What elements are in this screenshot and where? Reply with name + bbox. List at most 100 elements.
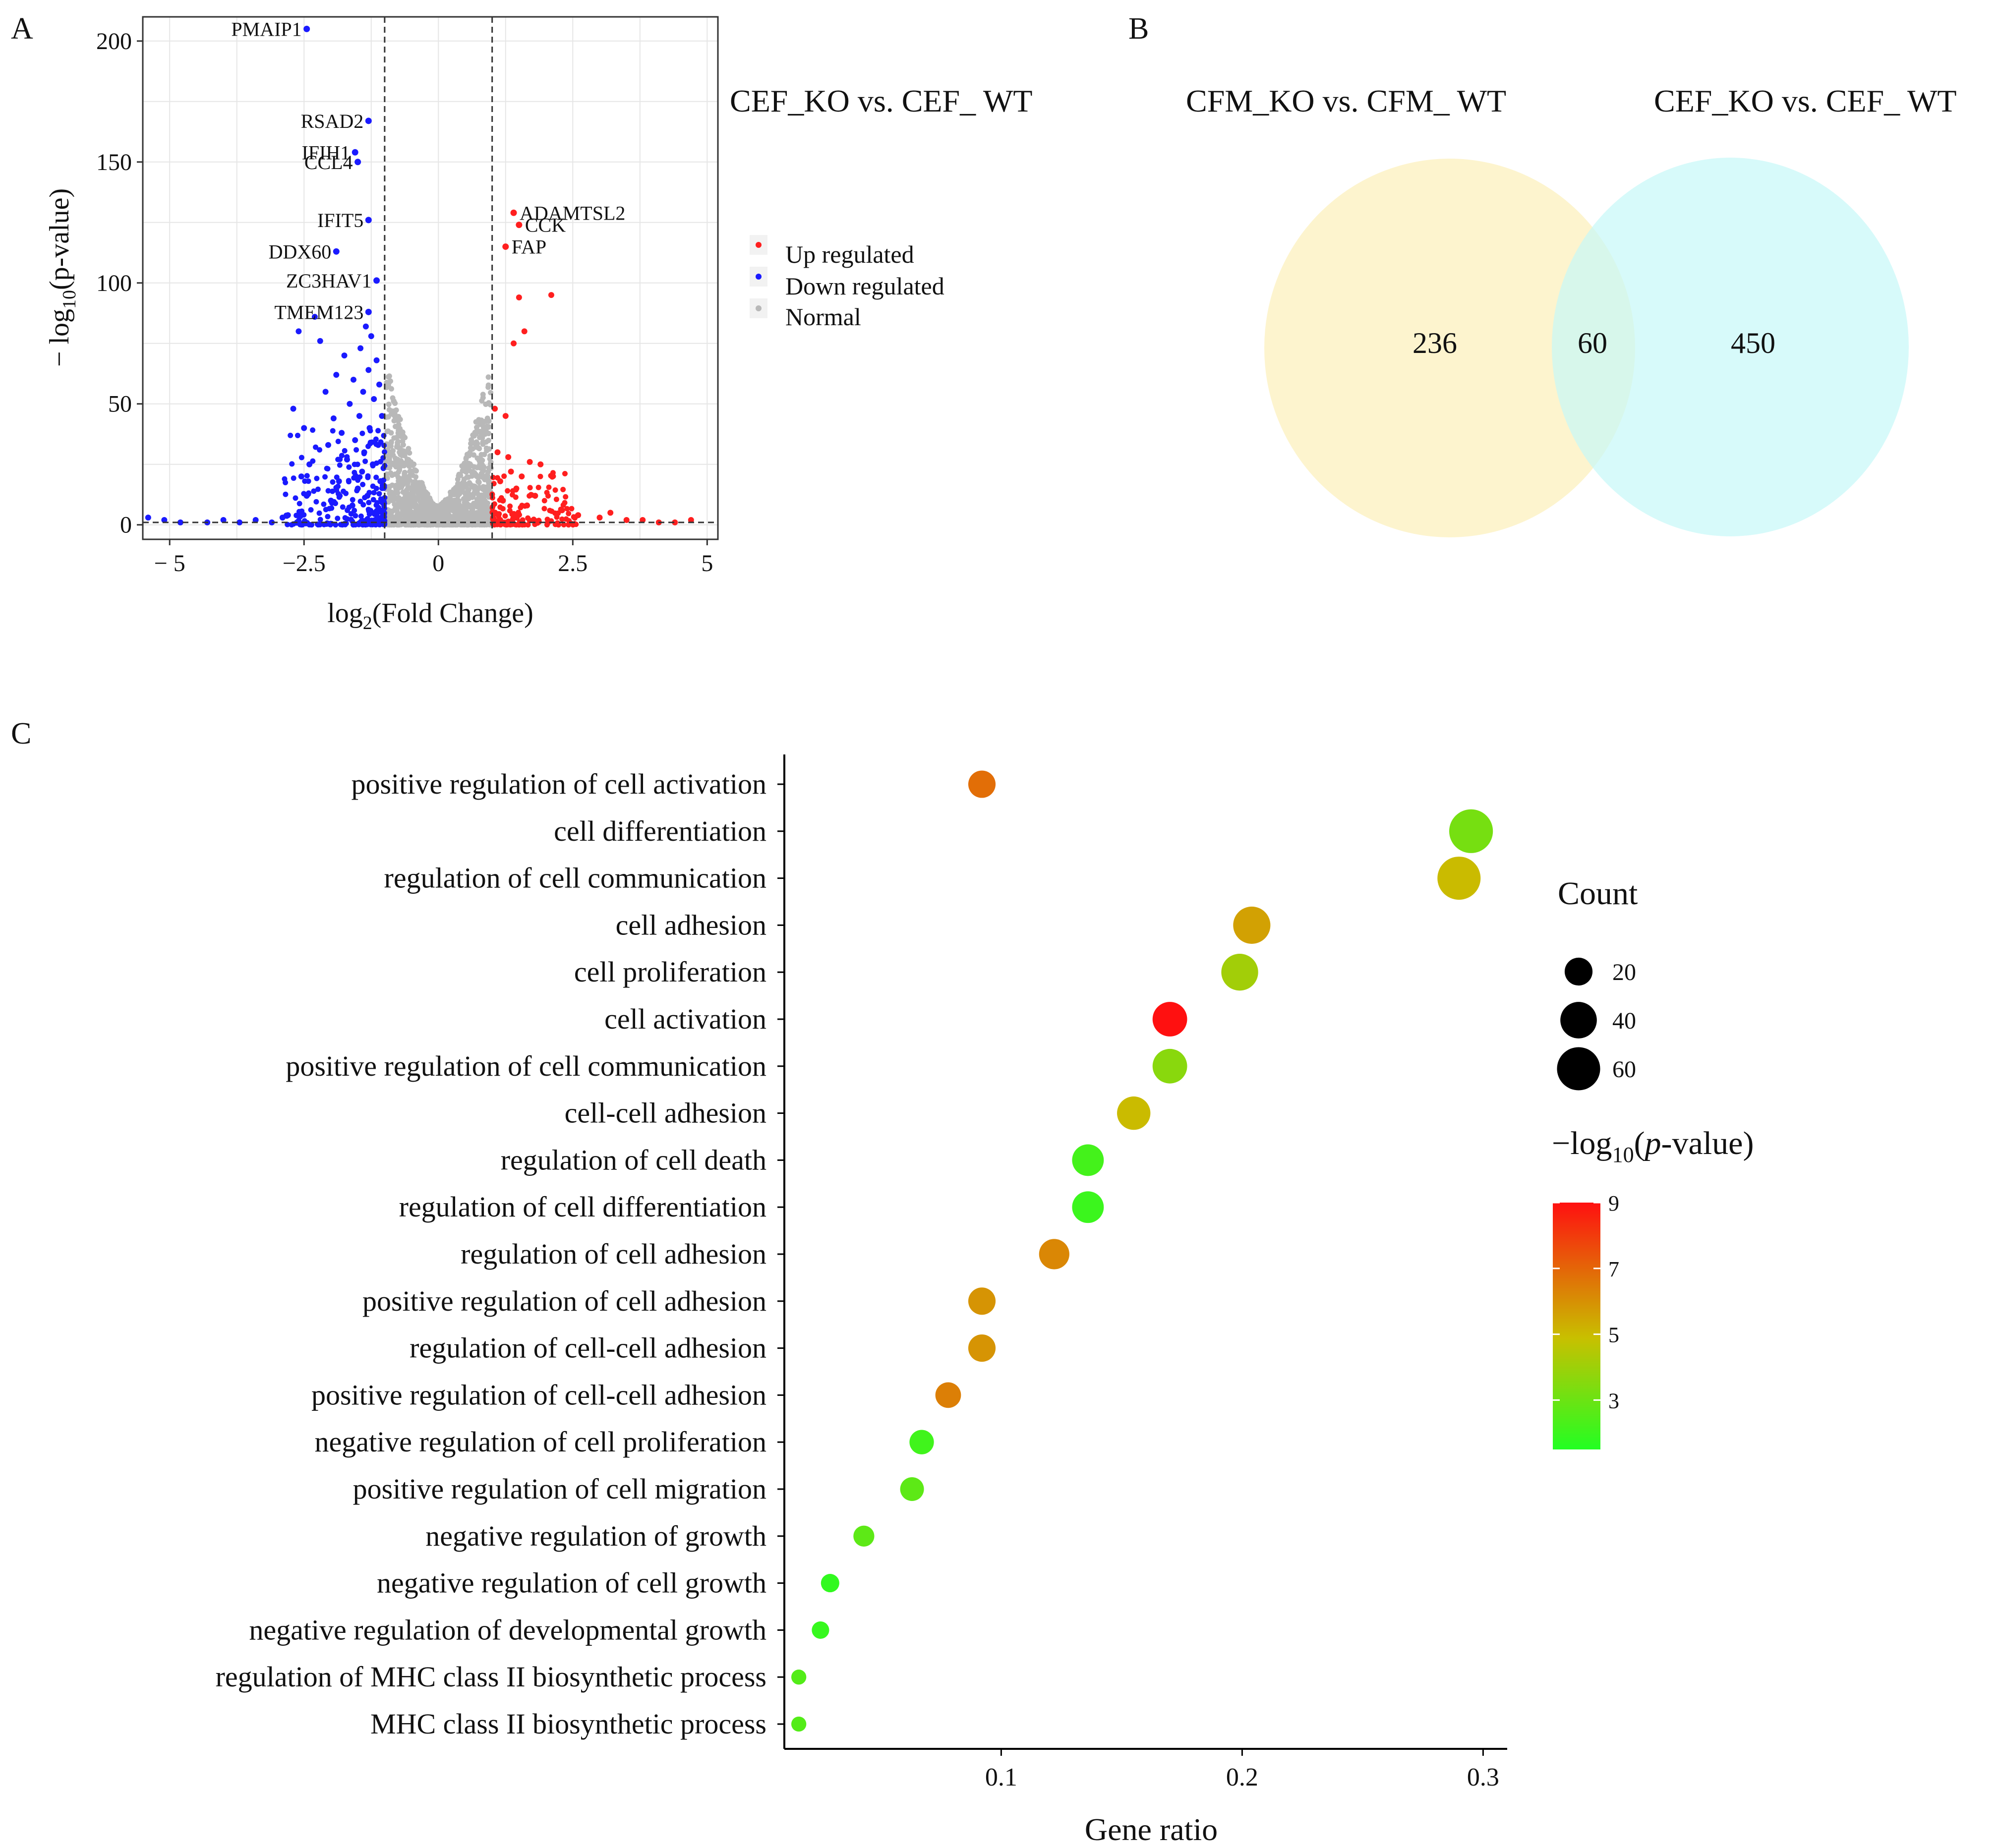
down-regulated-point	[339, 430, 345, 436]
normal-point	[391, 462, 397, 468]
up-regulated-point	[566, 522, 572, 528]
normal-point	[384, 428, 390, 434]
normal-point	[407, 468, 413, 474]
down-regulated-point	[311, 488, 317, 494]
normal-point	[395, 474, 401, 480]
panel-label-c: C	[11, 717, 31, 751]
go-x-tick-label: 0.1	[985, 1763, 1017, 1791]
gene-label: DDX60	[269, 240, 332, 263]
venn-overlap-count: 60	[1578, 327, 1607, 359]
normal-point	[482, 498, 488, 504]
normal-point	[435, 520, 441, 526]
size-legend-circle	[1560, 1002, 1597, 1039]
go-term-label: cell differentiation	[554, 815, 766, 847]
size-legend-label: 60	[1612, 1056, 1636, 1083]
labeled-point	[352, 149, 358, 156]
down-regulated-point	[293, 495, 298, 501]
normal-point	[427, 497, 433, 503]
down-regulated-point	[353, 447, 359, 453]
down-regulated-point	[348, 511, 354, 517]
down-regulated-point	[305, 478, 311, 484]
normal-point	[471, 452, 477, 458]
up-regulated-point	[554, 514, 560, 520]
up-regulated-point	[490, 474, 496, 480]
normal-point	[462, 514, 468, 520]
down-regulated-point	[325, 514, 331, 520]
gene-label: RSAD2	[301, 110, 364, 132]
color-tick-label: 5	[1608, 1323, 1619, 1347]
up-regulated-point	[511, 340, 517, 346]
down-regulated-point	[289, 461, 295, 467]
down-regulated-point	[317, 517, 323, 522]
down-regulated-point	[370, 497, 376, 503]
up-regulated-point	[575, 512, 582, 519]
up-regulated-point	[544, 490, 550, 496]
down-regulated-point	[315, 486, 321, 492]
down-regulated-point	[373, 436, 379, 442]
normal-point	[417, 507, 423, 513]
gene-label: IFIH1	[301, 141, 350, 164]
normal-point	[400, 438, 406, 444]
down-regulated-point	[341, 488, 347, 494]
go-bubble	[791, 1670, 807, 1685]
normal-point	[482, 476, 488, 482]
normal-point	[396, 416, 402, 422]
down-regulated-point	[370, 461, 376, 467]
down-regulated-point	[340, 504, 346, 510]
panel-label-b: B	[1128, 12, 1149, 46]
normal-point	[468, 481, 473, 487]
normal-point	[474, 474, 480, 480]
down-regulated-point	[372, 519, 378, 524]
y-tick-label: 150	[96, 149, 132, 175]
legend-normal-dot	[756, 305, 762, 311]
normal-point	[426, 509, 432, 515]
up-regulated-point	[688, 517, 694, 523]
normal-point	[470, 446, 475, 452]
go-term-label: regulation of MHC class II biosynthetic …	[216, 1661, 766, 1693]
go-bubble	[1072, 1191, 1104, 1223]
normal-point	[422, 501, 428, 507]
gene-label: IFIT5	[317, 209, 363, 231]
labeled-point	[510, 209, 517, 216]
go-term-label: regulation of cell communication	[384, 862, 766, 894]
down-regulated-point	[314, 475, 320, 481]
down-regulated-point	[368, 333, 374, 340]
down-regulated-point	[361, 449, 367, 456]
up-regulated-point	[607, 510, 614, 516]
up-regulated-point	[511, 512, 517, 518]
go-y-ticks	[777, 783, 784, 1725]
down-regulated-point	[301, 425, 307, 431]
normal-point	[459, 506, 465, 512]
y-tick-label: 200	[96, 28, 132, 55]
normal-point	[459, 484, 465, 490]
venn-right-only-count: 450	[1731, 327, 1775, 359]
normal-point	[425, 516, 431, 522]
normal-point	[388, 408, 394, 414]
normal-point	[485, 374, 491, 380]
down-regulated-point	[365, 473, 371, 479]
legend-label-down: Down regulated	[785, 272, 944, 300]
down-regulated-point	[298, 455, 304, 461]
normal-point	[452, 505, 458, 511]
normal-point	[452, 497, 458, 503]
down-regulated-point	[378, 459, 384, 464]
normal-point	[399, 484, 405, 490]
legend-label-normal: Normal	[785, 303, 861, 331]
down-regulated-point	[279, 515, 286, 521]
up-regulated-point	[508, 468, 514, 475]
normal-point	[484, 423, 490, 429]
x-tick-label: 2.5	[558, 550, 588, 577]
down-regulated-point	[283, 479, 289, 485]
up-regulated-point	[541, 498, 547, 504]
up-regulated-point	[672, 519, 678, 525]
normal-point	[458, 472, 464, 478]
labeled-point	[373, 277, 380, 284]
go-bubble	[1072, 1144, 1104, 1176]
normal-point	[441, 502, 447, 508]
down-regulated-point	[285, 521, 291, 527]
labeled-point	[365, 117, 372, 124]
down-regulated-point	[335, 439, 341, 445]
down-regulated-point	[362, 323, 369, 330]
size-legend: 20 40 60	[1557, 957, 1636, 1091]
